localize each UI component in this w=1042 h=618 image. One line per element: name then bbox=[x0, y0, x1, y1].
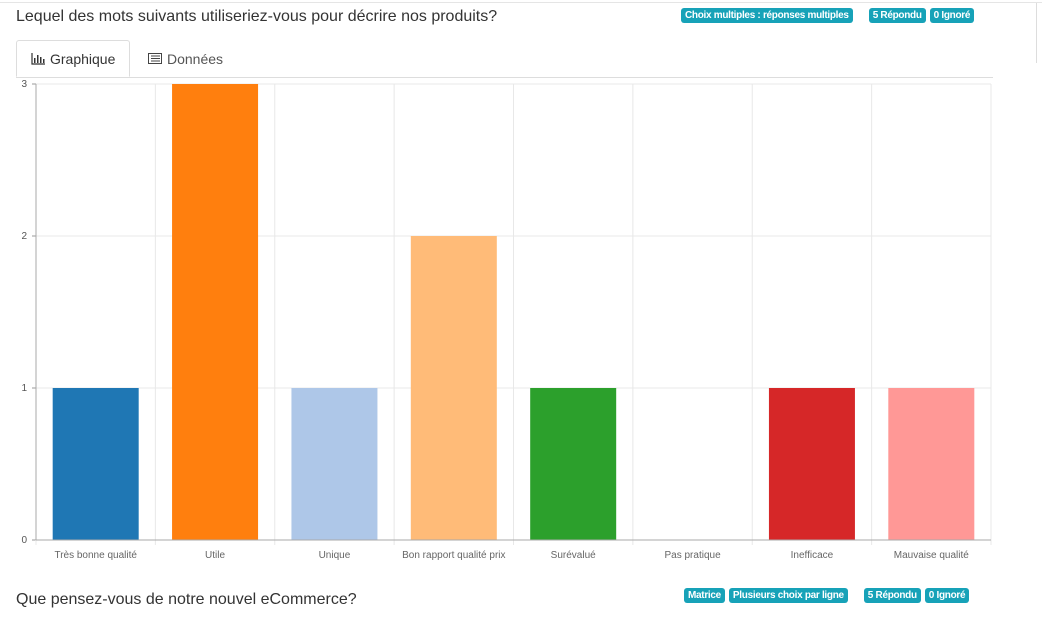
y-tick-label: 2 bbox=[21, 231, 27, 242]
question-title: Lequel des mots suivants utiliseriez-vou… bbox=[16, 8, 498, 25]
bar-0 bbox=[52, 388, 139, 540]
badge-answered: 5 Répondu bbox=[868, 8, 926, 23]
bar-4 bbox=[530, 388, 617, 540]
tab-graphique[interactable]: Graphique bbox=[16, 40, 131, 77]
bar-1 bbox=[172, 84, 259, 540]
bar-6 bbox=[768, 388, 855, 540]
bar-chart: 0 1 2 3 Très bonne qualité Utile Unique Bon rap… bbox=[21, 79, 992, 561]
scrollbar[interactable] bbox=[1036, 3, 1037, 63]
tab-label: Graphique bbox=[50, 50, 116, 67]
badge-skipped: 0 Ignoré bbox=[929, 8, 975, 23]
table-list-icon bbox=[148, 53, 162, 64]
badge-question-type: Choix multiples : réponses multiples bbox=[681, 8, 853, 23]
badge-skipped: 0 Ignoré bbox=[924, 588, 970, 603]
x-tick-label: Utile bbox=[205, 550, 225, 561]
x-tick-label: Pas pratique bbox=[664, 550, 721, 561]
x-tick-label: Surévalué bbox=[551, 550, 596, 561]
y-tick-label: 1 bbox=[21, 383, 27, 394]
question-title-2: Que pensez-vous de notre nouvel eCommerc… bbox=[16, 591, 357, 608]
divider bbox=[0, 2, 1042, 3]
x-tick-label: Très bonne qualité bbox=[54, 550, 137, 561]
y-tick-label: 0 bbox=[21, 535, 27, 546]
badge-multiple-choice: Plusieurs choix par ligne bbox=[728, 588, 848, 603]
badge-answered: 5 Répondu bbox=[863, 588, 921, 603]
chart-tabs: Graphique Données bbox=[16, 40, 993, 78]
tab-label: Données bbox=[167, 50, 224, 67]
bar-2 bbox=[291, 388, 378, 540]
x-tick-label: Mauvaise qualité bbox=[894, 550, 969, 561]
x-tick-label: Inefficace bbox=[791, 550, 834, 561]
x-tick-label: Bon rapport qualité prix bbox=[402, 550, 505, 561]
bar-3 bbox=[410, 236, 497, 540]
y-tick-label: 3 bbox=[21, 79, 27, 90]
question-badges: Choix multiples : réponses multiples 5 R… bbox=[681, 8, 975, 23]
question-badges-2: Matrice Plusieurs choix par ligne 5 Répo… bbox=[684, 588, 970, 603]
tab-donnees[interactable]: Données bbox=[134, 40, 237, 77]
x-tick-label: Unique bbox=[319, 550, 351, 561]
bar-chart-icon bbox=[31, 52, 45, 65]
badge-matrix: Matrice bbox=[684, 588, 725, 603]
bar-7 bbox=[888, 388, 975, 540]
